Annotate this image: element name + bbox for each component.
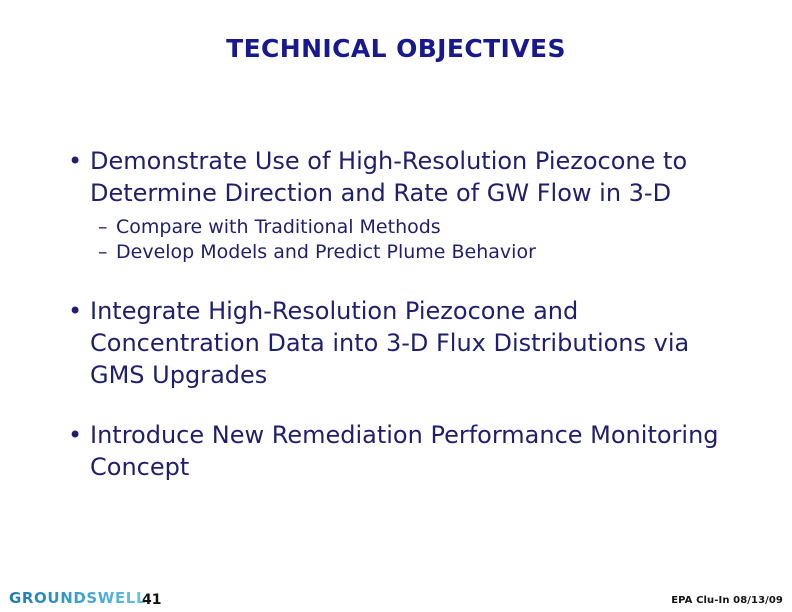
page-title: TECHNICAL OBJECTIVES	[226, 34, 566, 63]
bullet-text-3: Introduce New Remediation Performance Mo…	[90, 421, 719, 481]
bullet-group-3: • Introduce New Remediation Performance …	[60, 419, 750, 483]
groundswell-logo: GROUNDSWELL	[9, 589, 147, 607]
bullet-item-1: • Demonstrate Use of High-Resolution Pie…	[60, 145, 750, 209]
dash-marker-icon: –	[98, 216, 108, 238]
dash-marker-icon: –	[98, 241, 108, 263]
sub-bullet-text-1-2: Develop Models and Predict Plume Behavio…	[116, 241, 536, 263]
footer-source-note: EPA Clu-In 08/13/09	[671, 595, 783, 606]
sub-bullet-item-1-2: – Develop Models and Predict Plume Behav…	[98, 240, 750, 265]
bullet-group-1: • Demonstrate Use of High-Resolution Pie…	[60, 145, 750, 265]
spacer	[60, 391, 750, 419]
bullet-item-2: • Integrate High-Resolution Piezocone an…	[60, 295, 750, 391]
sub-bullet-list-1: – Compare with Traditional Methods – Dev…	[60, 215, 750, 265]
slide-footer: GROUNDSWELL 41 EPA Clu-In 08/13/09	[0, 572, 792, 612]
bullet-dot-icon: •	[68, 421, 83, 449]
bullet-group-2: • Integrate High-Resolution Piezocone an…	[60, 295, 750, 391]
bullet-dot-icon: •	[68, 147, 83, 175]
bullet-item-3: • Introduce New Remediation Performance …	[60, 419, 750, 483]
slide-body: • Demonstrate Use of High-Resolution Pie…	[60, 145, 750, 483]
sub-bullet-text-1-1: Compare with Traditional Methods	[116, 216, 441, 238]
bullet-text-1: Demonstrate Use of High-Resolution Piezo…	[90, 147, 688, 207]
bullet-dot-icon: •	[68, 297, 83, 325]
page-number: 41	[142, 592, 162, 608]
spacer	[60, 265, 750, 295]
sub-bullet-item-1-1: – Compare with Traditional Methods	[98, 215, 750, 240]
bullet-text-2: Integrate High-Resolution Piezocone and …	[90, 297, 690, 389]
